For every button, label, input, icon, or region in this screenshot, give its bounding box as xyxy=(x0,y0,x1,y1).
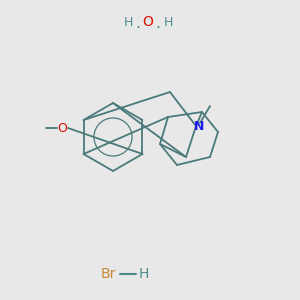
Text: .: . xyxy=(156,16,161,31)
Text: N: N xyxy=(194,119,204,133)
Text: H: H xyxy=(139,267,149,281)
Text: O: O xyxy=(142,15,153,29)
Text: H: H xyxy=(123,16,133,28)
Text: H: H xyxy=(163,16,173,28)
Text: .: . xyxy=(136,16,140,31)
Text: Br: Br xyxy=(100,267,116,281)
Text: O: O xyxy=(57,122,67,134)
